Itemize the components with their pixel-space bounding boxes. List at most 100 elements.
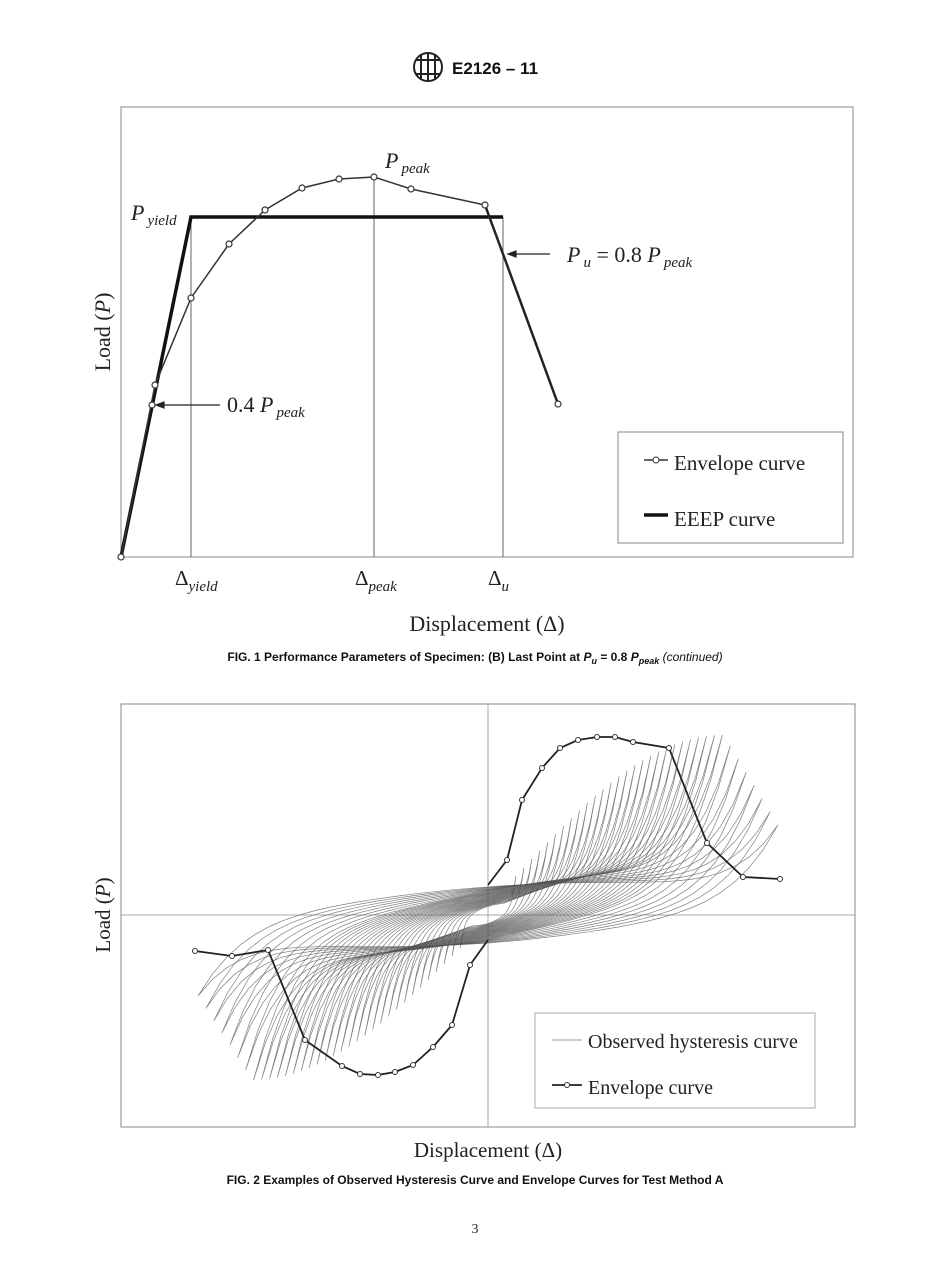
eeep-curve	[119, 215, 503, 558]
curve-marker	[481, 201, 489, 209]
envelope-points	[192, 734, 783, 1078]
curve-marker	[594, 734, 600, 740]
curve-marker	[261, 206, 269, 214]
caption-text: (continued)	[659, 650, 722, 664]
curve-marker	[229, 953, 235, 959]
curve-marker	[612, 734, 618, 740]
curve-marker	[430, 1044, 436, 1050]
legend-swatch-marker	[564, 1082, 570, 1088]
hysteresis-loop	[396, 810, 580, 1010]
reference-lines	[190, 177, 504, 557]
legend-label: Envelope curve	[674, 451, 805, 475]
curve-marker	[117, 553, 125, 561]
caption-symbol: P	[631, 650, 640, 664]
curve-marker	[704, 840, 710, 846]
x-axis-label: Displacement (Δ)	[414, 1138, 562, 1162]
hysteresis-loop	[380, 795, 596, 1024]
envelope-curve	[487, 736, 781, 886]
hysteresis-loop	[340, 765, 636, 1052]
label-text: 0.4	[227, 392, 260, 417]
label-sub: yield	[187, 579, 219, 595]
hysteresis-curves	[197, 734, 779, 1081]
legend-box	[617, 431, 844, 544]
hysteresis-loop	[229, 771, 747, 1046]
label-main: P	[384, 148, 398, 173]
curve-marker	[265, 947, 271, 953]
curve-marker	[519, 797, 525, 803]
hysteresis-loop	[412, 825, 564, 996]
label-main: P	[259, 392, 273, 417]
label-main: Δ	[355, 566, 369, 590]
curve-marker	[370, 173, 378, 181]
hysteresis-loop	[205, 811, 771, 1009]
hysteresis-loop	[404, 818, 572, 1003]
curve-marker	[449, 1022, 455, 1028]
figure-caption: FIG. 1 Performance Parameters of Specime…	[227, 650, 722, 666]
curve-marker	[666, 745, 672, 751]
curve-marker	[407, 185, 415, 193]
envelope-points	[117, 173, 562, 561]
envelope-curve	[120, 176, 486, 558]
hysteresis-loop	[459, 876, 517, 949]
label-sub: peak	[400, 161, 430, 177]
legend-swatch-marker	[652, 456, 660, 464]
caption-symbol: P	[583, 650, 592, 664]
y-axis-label: Load (P)	[91, 877, 115, 952]
label-main: P	[91, 884, 115, 898]
legend-label: Observed hysteresis curve	[588, 1031, 798, 1053]
label-sub: u	[583, 255, 591, 271]
label-main: P	[646, 242, 660, 267]
caption-sub: peak	[638, 656, 661, 666]
label-text: )	[91, 877, 115, 884]
hysteresis-loop	[237, 758, 739, 1058]
curve-marker	[392, 1069, 398, 1075]
curve-marker	[575, 737, 581, 743]
hysteresis-loop	[253, 734, 723, 1081]
standard-number: E2126 – 11	[452, 59, 538, 78]
arrows	[154, 250, 550, 409]
d-peak-label: Δpeak	[355, 566, 397, 595]
d-u-label: Δu	[488, 566, 509, 595]
hysteresis-loop	[332, 760, 644, 1057]
curve-marker	[410, 1062, 416, 1068]
figure-caption: FIG. 2 Examples of Observed Hysteresis C…	[227, 1173, 724, 1187]
label-sub: peak	[275, 405, 305, 421]
label-sub: peak	[663, 255, 693, 271]
hysteresis-loop	[324, 755, 652, 1061]
curve-marker	[335, 175, 343, 183]
hysteresis-loop	[451, 867, 525, 957]
curve-marker	[504, 857, 510, 863]
legend-label: EEEP curve	[674, 507, 775, 531]
hysteresis-loop	[221, 785, 755, 1034]
caption-text: FIG. 1 Performance Parameters of Specime…	[227, 650, 583, 664]
curve-marker	[777, 876, 783, 882]
label-main: Δ	[488, 566, 502, 590]
hysteresis-loop	[197, 824, 779, 997]
astm-logo	[413, 52, 443, 82]
curve-marker	[630, 739, 636, 745]
curve-marker	[467, 962, 473, 968]
label-main: P	[130, 200, 144, 225]
curve-marker	[298, 184, 306, 192]
page-number: 3	[472, 1222, 479, 1237]
hysteresis-loop	[420, 834, 556, 988]
curve-marker	[187, 294, 195, 302]
label-sub: yield	[145, 213, 177, 229]
caption-text: = 0.8	[597, 650, 631, 664]
hysteresis-loop	[364, 782, 612, 1036]
plot-frame	[120, 106, 854, 558]
curve-marker	[557, 745, 563, 751]
label-text: Load (	[91, 897, 115, 952]
hysteresis-loop	[372, 789, 604, 1030]
curve-marker	[357, 1071, 363, 1077]
label-main: P	[90, 300, 115, 314]
hysteresis-loop	[348, 770, 628, 1047]
curve-marker	[302, 1037, 308, 1043]
curve-marker	[554, 400, 562, 408]
label-main: Δ	[175, 566, 189, 590]
